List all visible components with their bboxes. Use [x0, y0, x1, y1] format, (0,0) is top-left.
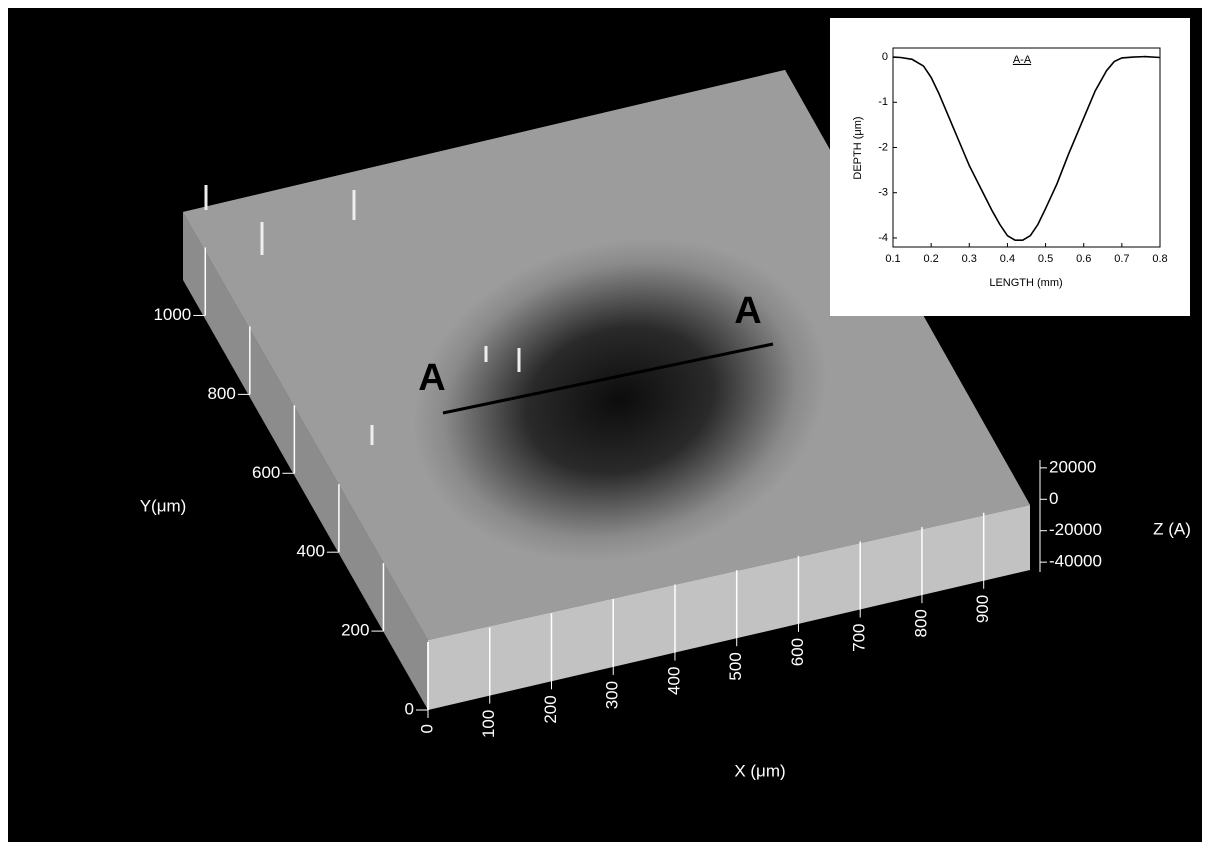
inset-title: A-A: [1013, 54, 1032, 66]
y-axis-title: Y(μm): [140, 496, 187, 515]
x-tick-label: 300: [603, 681, 622, 709]
x-tick-label: 0.3: [962, 253, 977, 265]
y-tick-label: 0: [405, 699, 414, 718]
x-tick-label: 0.6: [1076, 253, 1091, 265]
y-tick-label: -3: [878, 187, 888, 199]
inset-x-title: LENGTH (mm): [989, 277, 1062, 289]
y-tick-label: 0: [882, 51, 888, 63]
y-tick-label: -4: [878, 232, 888, 244]
z-tick-label: 20000: [1049, 457, 1096, 476]
y-tick-label: 400: [297, 542, 325, 561]
x-tick-label: 0.7: [1114, 253, 1129, 265]
y-tick-label: 800: [207, 384, 235, 403]
inset-y-title: DEPTH (μm): [852, 116, 864, 179]
y-tick-label: -2: [878, 141, 888, 153]
y-tick-label: -1: [878, 96, 888, 108]
z-axis-title: Z (A): [1153, 519, 1191, 538]
dimple: [183, 70, 1030, 640]
x-tick-label: 0.4: [1000, 253, 1015, 265]
z-tick-label: -20000: [1049, 520, 1102, 539]
left-face: [183, 212, 428, 710]
x-tick-label: 500: [726, 652, 745, 680]
x-tick-label: 600: [788, 638, 807, 666]
x-tick-label: 900: [973, 595, 992, 623]
x-axis-title: X (μm): [734, 761, 785, 780]
z-tick-label: -40000: [1049, 552, 1102, 571]
x-tick-label: 0.1: [885, 253, 900, 265]
x-tick-label: 0.5: [1038, 253, 1053, 265]
section-line: [442, 342, 774, 415]
x-tick-label: 0.8: [1152, 253, 1167, 265]
x-tick-label: 700: [850, 623, 869, 651]
section-label: A: [418, 357, 445, 399]
x-tick-label: 0.2: [923, 253, 938, 265]
spikes: [204, 185, 521, 445]
x-tick-label: 400: [664, 667, 683, 695]
y-tick-label: 600: [252, 463, 280, 482]
depth-line: [892, 55, 1161, 242]
y-tick-label: 200: [341, 621, 369, 640]
z-tick-label: 0: [1049, 489, 1058, 508]
front-face: [428, 505, 1030, 710]
y-tick-label: 1000: [153, 305, 191, 324]
x-tick-label: 800: [911, 609, 930, 637]
x-tick-label: 100: [479, 710, 498, 738]
inset-panel: [830, 18, 1190, 316]
x-tick-label: 0: [417, 724, 436, 733]
section-label: A: [734, 290, 761, 332]
inset: A-A LENGTH (mm) DEPTH (μm) 0.1 0.2 0.3 0.4 0…: [830, 18, 1190, 316]
x-tick-label: 200: [541, 695, 560, 723]
